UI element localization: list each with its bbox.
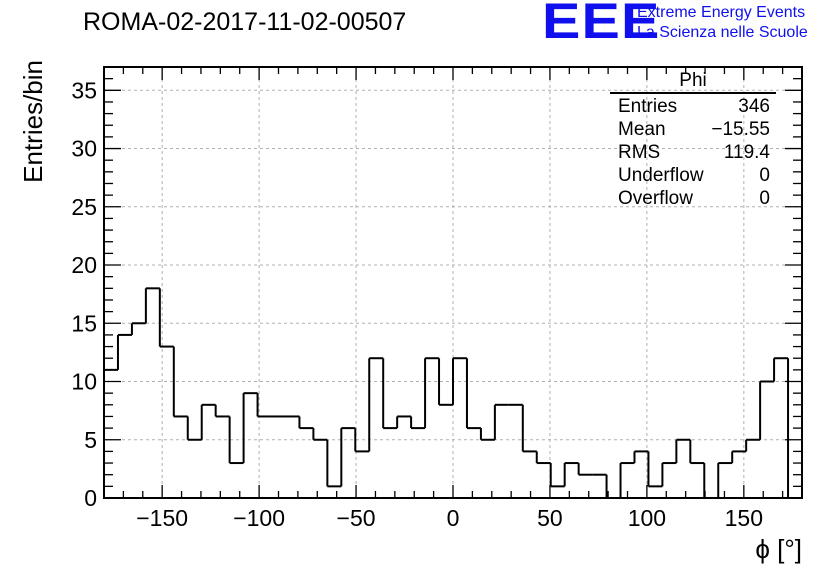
stats-label: Entries bbox=[618, 96, 678, 117]
x-tick-label: 100 bbox=[628, 505, 666, 531]
x-tick-label: −100 bbox=[233, 505, 285, 531]
stats-row-rms: RMS 119.4 bbox=[610, 141, 776, 164]
stats-row-entries: Entries 346 bbox=[610, 95, 776, 118]
y-tick-label: 0 bbox=[84, 485, 97, 511]
y-tick-label: 15 bbox=[71, 310, 97, 336]
logo-caption: Extreme Energy Events La Scienza nelle S… bbox=[637, 3, 808, 43]
stats-value: 0 bbox=[759, 165, 770, 186]
stats-row-overflow: Overflow 0 bbox=[610, 187, 776, 210]
x-axis-label: ϕ [°] bbox=[755, 534, 802, 564]
stats-label: RMS bbox=[618, 142, 661, 163]
stats-title: Phi bbox=[610, 70, 776, 94]
plot-title: ROMA-02-2017-11-02-00507 bbox=[83, 8, 407, 36]
stats-label: Overflow bbox=[618, 188, 693, 209]
x-tick-label: 150 bbox=[725, 505, 763, 531]
y-tick-label: 20 bbox=[71, 252, 97, 278]
stats-value: 0 bbox=[759, 188, 770, 209]
stats-row-mean: Mean −15.55 bbox=[610, 118, 776, 141]
stats-table: Entries 346 Mean −15.55 RMS 119.4 Underf… bbox=[610, 95, 776, 210]
stats-value: −15.55 bbox=[711, 119, 770, 140]
x-tick-label: −50 bbox=[337, 505, 376, 531]
stats-box: Phi Entries 346 Mean −15.55 RMS 119.4 Un… bbox=[610, 70, 776, 210]
y-axis-label: Entries/bin bbox=[18, 60, 48, 183]
logo-caption-line2: La Scienza nelle Scuole bbox=[637, 24, 808, 41]
stats-row-underflow: Underflow 0 bbox=[610, 164, 776, 187]
logo-caption-line1: Extreme Energy Events bbox=[637, 4, 806, 21]
x-tick-label: 0 bbox=[447, 505, 460, 531]
y-tick-label: 30 bbox=[71, 136, 97, 162]
y-tick-label: 25 bbox=[71, 194, 97, 220]
axes bbox=[103, 66, 803, 499]
eee-logo: EEE bbox=[542, 0, 661, 49]
tick-labels: −150 −100 −50 0 50 100 150 0 5 10 15 20 25 30 35 bbox=[71, 77, 763, 531]
histogram-bars bbox=[104, 287, 802, 499]
y-tick-label: 35 bbox=[71, 77, 97, 103]
y-tick-label: 10 bbox=[71, 369, 97, 395]
x-tick-label: 50 bbox=[537, 505, 563, 531]
stats-value: 346 bbox=[738, 96, 770, 117]
x-tick-label: −150 bbox=[136, 505, 188, 531]
y-tick-label: 5 bbox=[84, 427, 97, 453]
stats-label: Mean bbox=[618, 119, 666, 140]
stats-value: 119.4 bbox=[723, 142, 770, 163]
stats-label: Underflow bbox=[618, 165, 704, 186]
